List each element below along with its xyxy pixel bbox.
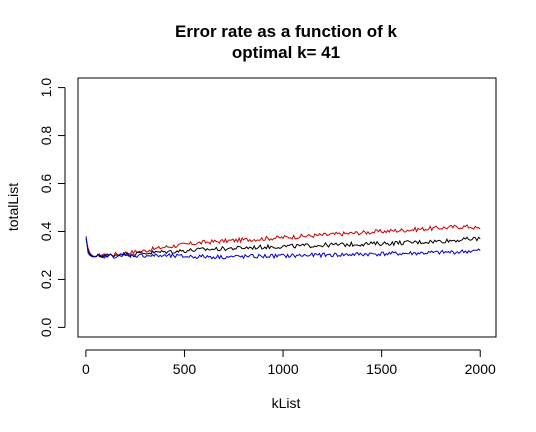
x-tick-label: 0 [82,361,90,377]
series-line-2 [85,236,481,260]
series-line-0 [85,224,481,259]
y-tick-label: 0.8 [38,126,54,146]
x-tick-label: 1500 [366,361,397,377]
y-tick-label: 0.2 [38,270,54,290]
chart-subtitle: optimal k= 41 [232,43,340,62]
plot-frame [77,77,497,338]
y-tick-label: 0.4 [38,222,54,242]
y-tick-label: 0.6 [38,174,54,194]
y-axis: 0.0 0.2 0.4 0.6 0.8 1.0 [38,78,66,337]
y-axis-label: totalList [5,183,21,231]
y-tick-label: 0.0 [38,317,54,337]
chart-title: Error rate as a function of k [175,22,398,41]
x-tick-label: 500 [173,361,197,377]
x-tick-label: 2000 [465,361,496,377]
x-tick-label: 1000 [267,361,298,377]
series-layer [85,224,481,260]
x-axis: 0 500 1000 1500 2000 [82,349,496,377]
series-line-1 [85,236,481,259]
x-axis-label: kList [272,395,301,411]
y-tick-label: 1.0 [38,78,54,98]
